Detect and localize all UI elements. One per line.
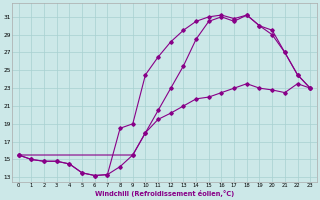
- X-axis label: Windchill (Refroidissement éolien,°C): Windchill (Refroidissement éolien,°C): [95, 190, 234, 197]
